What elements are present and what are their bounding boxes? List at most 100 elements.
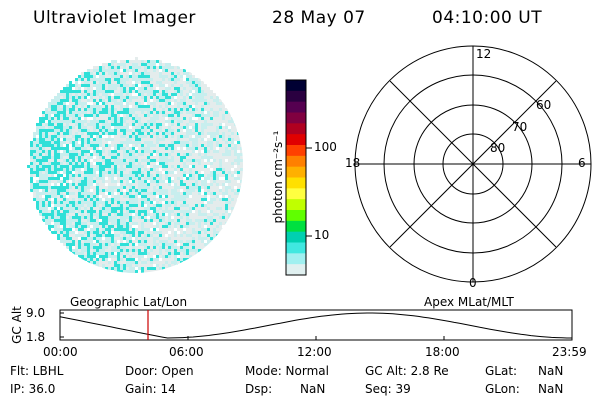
uv-pixel [189,159,192,162]
uv-pixel [168,99,171,102]
uv-pixel [108,231,111,234]
uv-pixel [90,75,93,78]
uv-pixel [90,222,93,225]
uv-pixel [132,183,135,186]
uv-pixel [63,108,66,111]
uv-pixel [45,180,48,183]
uv-pixel [87,219,90,222]
uv-pixel [213,114,216,117]
uv-pixel [81,213,84,216]
uv-pixel [183,153,186,156]
uv-pixel [135,156,138,159]
uv-pixel [78,225,81,228]
uv-pixel [177,144,180,147]
uv-pixel [105,72,108,75]
uv-pixel [222,192,225,195]
uv-pixel [87,120,90,123]
uv-pixel [141,66,144,69]
uv-pixel [159,264,162,267]
uv-pixel [144,234,147,237]
uv-pixel [198,186,201,189]
uv-pixel [183,84,186,87]
uv-pixel [114,135,117,138]
uv-pixel [180,78,183,81]
uv-pixel [117,177,120,180]
uv-pixel [210,135,213,138]
uv-pixel [213,231,216,234]
uv-pixel [177,258,180,261]
uv-pixel [204,144,207,147]
uv-pixel [60,237,63,240]
uv-pixel [72,249,75,252]
uv-pixel [96,150,99,153]
uv-pixel [150,165,153,168]
uv-pixel [204,99,207,102]
uv-pixel [84,165,87,168]
uv-pixel [144,213,147,216]
uv-pixel [225,168,228,171]
uv-pixel [36,165,39,168]
uv-pixel [123,96,126,99]
uv-pixel [126,258,129,261]
uv-pixel [168,120,171,123]
uv-pixel [216,114,219,117]
uv-pixel [180,183,183,186]
uv-pixel [60,99,63,102]
uv-pixel [183,189,186,192]
uv-pixel [228,195,231,198]
uv-pixel [117,180,120,183]
uv-pixel [54,216,57,219]
uv-pixel [45,213,48,216]
uv-pixel [177,180,180,183]
uv-pixel [141,201,144,204]
uv-pixel [84,201,87,204]
uv-pixel [177,162,180,165]
uv-pixel [141,198,144,201]
uv-pixel [102,114,105,117]
uv-pixel [177,78,180,81]
uv-pixel [123,243,126,246]
uv-pixel [174,69,177,72]
uv-pixel [75,201,78,204]
uv-pixel [48,132,51,135]
uv-pixel [99,222,102,225]
uv-pixel [120,168,123,171]
uv-pixel [81,183,84,186]
uv-pixel [162,186,165,189]
uv-pixel [81,156,84,159]
uv-pixel [90,234,93,237]
uv-pixel [234,129,237,132]
uv-pixel [162,198,165,201]
uv-pixel [63,207,66,210]
uv-pixel [108,213,111,216]
uv-pixel [162,222,165,225]
uv-pixel [135,222,138,225]
uv-pixel [120,126,123,129]
uv-pixel [165,195,168,198]
uv-pixel [114,225,117,228]
uv-pixel [138,174,141,177]
uv-pixel [165,258,168,261]
uv-pixel [129,249,132,252]
uv-pixel [117,258,120,261]
uv-pixel [192,138,195,141]
uv-pixel [228,174,231,177]
uv-pixel [66,111,69,114]
uv-pixel [102,264,105,267]
uv-pixel [114,210,117,213]
uv-pixel [126,108,129,111]
uv-pixel [237,165,240,168]
uv-pixel [75,219,78,222]
uv-pixel [117,162,120,165]
uv-pixel [198,252,201,255]
uv-pixel [159,186,162,189]
uv-pixel [138,156,141,159]
uv-pixel [117,225,120,228]
uv-pixel [174,90,177,93]
uv-pixel [225,144,228,147]
uv-pixel [78,84,81,87]
uv-pixel [183,168,186,171]
uv-pixel [45,147,48,150]
uv-pixel [75,108,78,111]
colorbar-segment [286,242,306,254]
